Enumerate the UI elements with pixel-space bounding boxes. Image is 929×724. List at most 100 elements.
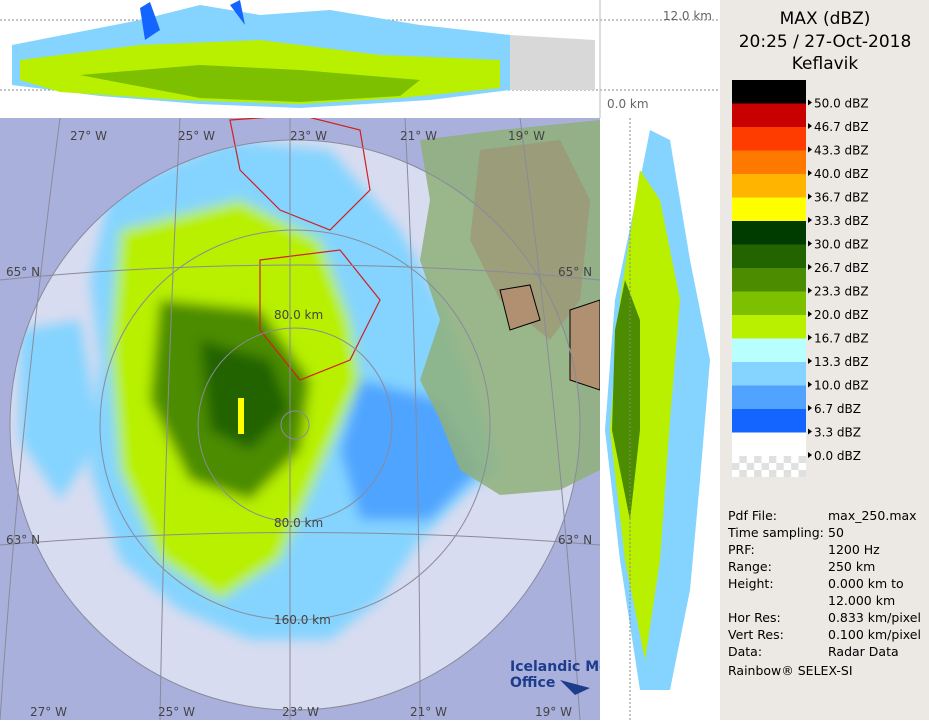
- legend-pointer: [808, 240, 812, 247]
- longitude-label: 21° W: [400, 129, 437, 143]
- latitude-label: 65° N: [6, 265, 40, 279]
- legend-pointer: [808, 264, 812, 270]
- legend-checker: [739, 470, 747, 477]
- side-echo: [605, 130, 710, 690]
- info-label: Time sampling:: [727, 525, 824, 540]
- legend-checker: [776, 470, 784, 477]
- legend-swatch: [732, 244, 806, 268]
- legend-label: 26.7 dBZ: [814, 261, 869, 275]
- latitude-label: 63° N: [558, 533, 592, 547]
- legend-checker: [746, 470, 755, 477]
- legend-swatch: [732, 409, 806, 433]
- legend-checker: [791, 456, 799, 463]
- legend-label: 3.3 dBZ: [814, 426, 861, 440]
- longitude-label: 27° W: [30, 705, 67, 719]
- info-label: Hor Res:: [728, 610, 781, 625]
- info-value: Radar Data: [828, 644, 899, 659]
- legend-label: 30.0 dBZ: [814, 238, 869, 252]
- legend-swatch: [732, 197, 806, 221]
- info-label: Pdf File:: [728, 508, 777, 523]
- legend-swatch: [732, 150, 806, 174]
- info-value: max_250.max: [828, 508, 917, 523]
- map: [0, 118, 600, 720]
- legend-label: 43.3 dBZ: [814, 144, 869, 158]
- legend-pointer: [808, 123, 812, 129]
- legend-pointer: [808, 146, 812, 153]
- legend-checker: [776, 456, 784, 463]
- legend-checker: [798, 463, 806, 470]
- legend-swatch: [732, 338, 806, 362]
- legend-label: 0.0 dBZ: [814, 449, 861, 463]
- height-label: 12.0 km: [663, 9, 712, 23]
- datetime: 20:25 / 27-Oct-2018: [739, 32, 912, 52]
- legend-swatch: [732, 385, 806, 409]
- info-value: 50: [828, 525, 844, 540]
- legend-label: 23.3 dBZ: [814, 285, 869, 299]
- logo-text: Icelandic Met: [510, 659, 616, 675]
- legend-swatch: [732, 268, 806, 292]
- legend-checker: [746, 463, 755, 470]
- legend-checker: [739, 463, 747, 470]
- legend-pointer: [808, 358, 812, 364]
- info-value: 1200 Hz: [828, 542, 880, 557]
- legend-label: 13.3 dBZ: [814, 355, 869, 369]
- legend-checker: [769, 463, 777, 470]
- legend-label: 46.7 dBZ: [814, 120, 869, 134]
- legend-swatch: [732, 221, 806, 245]
- range-label: 160.0 km: [274, 613, 331, 627]
- info-value: 0.100 km/pixel: [828, 627, 921, 642]
- longitude-label: 21° W: [410, 705, 447, 719]
- longitude-label: 23° W: [290, 129, 327, 143]
- info-value: 12.000 km: [828, 593, 895, 608]
- info-value: 0.000 km to: [828, 576, 904, 591]
- legend-checker: [783, 470, 792, 477]
- info-label: Vert Res:: [728, 627, 784, 642]
- logo-text: Office: [510, 675, 555, 691]
- legend-checker: [798, 456, 806, 463]
- legend-swatch: [732, 127, 806, 151]
- latitude-label: 63° N: [6, 533, 40, 547]
- legend-label: 50.0 dBZ: [814, 97, 869, 111]
- legend-checker: [754, 470, 762, 477]
- title: MAX (dBZ): [780, 9, 871, 29]
- info-value: 0.833 km/pixel: [828, 610, 921, 625]
- legend-checker: [761, 470, 769, 477]
- legend-checker: [732, 470, 740, 477]
- info-label: Data:: [728, 644, 762, 659]
- legend-label: 6.7 dBZ: [814, 402, 861, 416]
- height-label: 0.0 km: [607, 97, 649, 111]
- info-label: PRF:: [728, 542, 755, 557]
- station: Keflavik: [792, 54, 859, 74]
- legend-checker: [754, 456, 762, 463]
- logo-mark: [560, 680, 590, 695]
- longitude-label: 25° W: [158, 705, 195, 719]
- longitude-label: 27° W: [70, 129, 107, 143]
- legend-pointer: [808, 334, 812, 341]
- legend-pointer: [808, 217, 812, 223]
- legend-label: 20.0 dBZ: [814, 308, 869, 322]
- legend-checker: [761, 463, 769, 470]
- legend-checker: [761, 456, 769, 463]
- range-label: 80.0 km: [274, 516, 323, 530]
- legend-label: 10.0 dBZ: [814, 379, 869, 393]
- legend-swatch: [732, 362, 806, 386]
- longitude-label: 25° W: [178, 129, 215, 143]
- legend-pointer: [808, 193, 812, 200]
- legend-label: 36.7 dBZ: [814, 191, 869, 205]
- longitude-label: 19° W: [508, 129, 545, 143]
- info-label: Range:: [728, 559, 772, 574]
- legend-checker: [732, 456, 740, 463]
- legend-pointer: [808, 428, 812, 435]
- legend-pointer: [808, 381, 812, 388]
- info-label: Height:: [728, 576, 774, 591]
- legend-label: 16.7 dBZ: [814, 332, 869, 346]
- longitude-label: 19° W: [535, 705, 572, 719]
- legend-checker: [791, 463, 799, 470]
- legend-swatch: [732, 291, 806, 315]
- longitude-label: 23° W: [282, 705, 319, 719]
- range-label: 80.0 km: [274, 308, 323, 322]
- legend-swatch: [732, 315, 806, 339]
- legend-checker: [783, 456, 792, 463]
